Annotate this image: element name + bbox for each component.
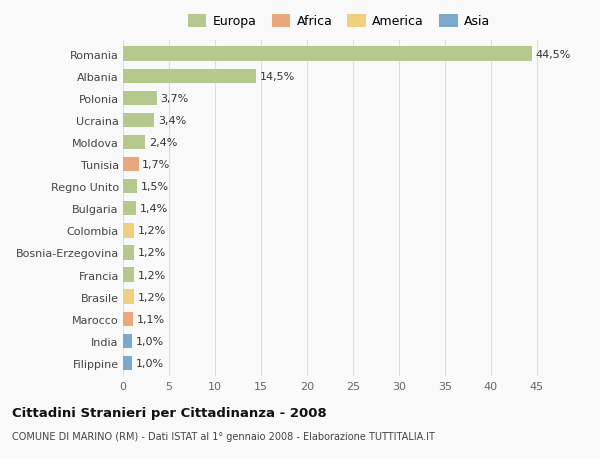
- Bar: [123, 69, 256, 84]
- Text: 1,4%: 1,4%: [140, 204, 168, 214]
- Text: 1,2%: 1,2%: [138, 292, 166, 302]
- Bar: [123, 290, 134, 304]
- Bar: [123, 334, 132, 348]
- Text: Cittadini Stranieri per Cittadinanza - 2008: Cittadini Stranieri per Cittadinanza - 2…: [12, 406, 327, 419]
- Bar: [123, 135, 145, 150]
- Text: 1,1%: 1,1%: [137, 314, 165, 324]
- Text: 3,7%: 3,7%: [161, 94, 189, 104]
- Bar: [123, 47, 532, 62]
- Text: 1,2%: 1,2%: [138, 226, 166, 236]
- Bar: [123, 91, 157, 106]
- Bar: [123, 179, 137, 194]
- Text: 1,0%: 1,0%: [136, 358, 164, 368]
- Bar: [123, 113, 154, 128]
- Bar: [123, 246, 134, 260]
- Text: 44,5%: 44,5%: [536, 50, 571, 60]
- Bar: [123, 312, 133, 326]
- Text: 2,4%: 2,4%: [149, 138, 177, 148]
- Bar: [123, 356, 132, 370]
- Text: 1,2%: 1,2%: [138, 270, 166, 280]
- Bar: [123, 157, 139, 172]
- Text: 3,4%: 3,4%: [158, 116, 186, 126]
- Bar: [123, 268, 134, 282]
- Text: 1,0%: 1,0%: [136, 336, 164, 346]
- Text: COMUNE DI MARINO (RM) - Dati ISTAT al 1° gennaio 2008 - Elaborazione TUTTITALIA.: COMUNE DI MARINO (RM) - Dati ISTAT al 1°…: [12, 431, 435, 442]
- Text: 1,5%: 1,5%: [140, 182, 169, 192]
- Bar: [123, 224, 134, 238]
- Bar: [123, 202, 136, 216]
- Text: 1,2%: 1,2%: [138, 248, 166, 258]
- Text: 14,5%: 14,5%: [260, 72, 295, 82]
- Text: 1,7%: 1,7%: [142, 160, 170, 170]
- Legend: Europa, Africa, America, Asia: Europa, Africa, America, Asia: [188, 15, 490, 28]
